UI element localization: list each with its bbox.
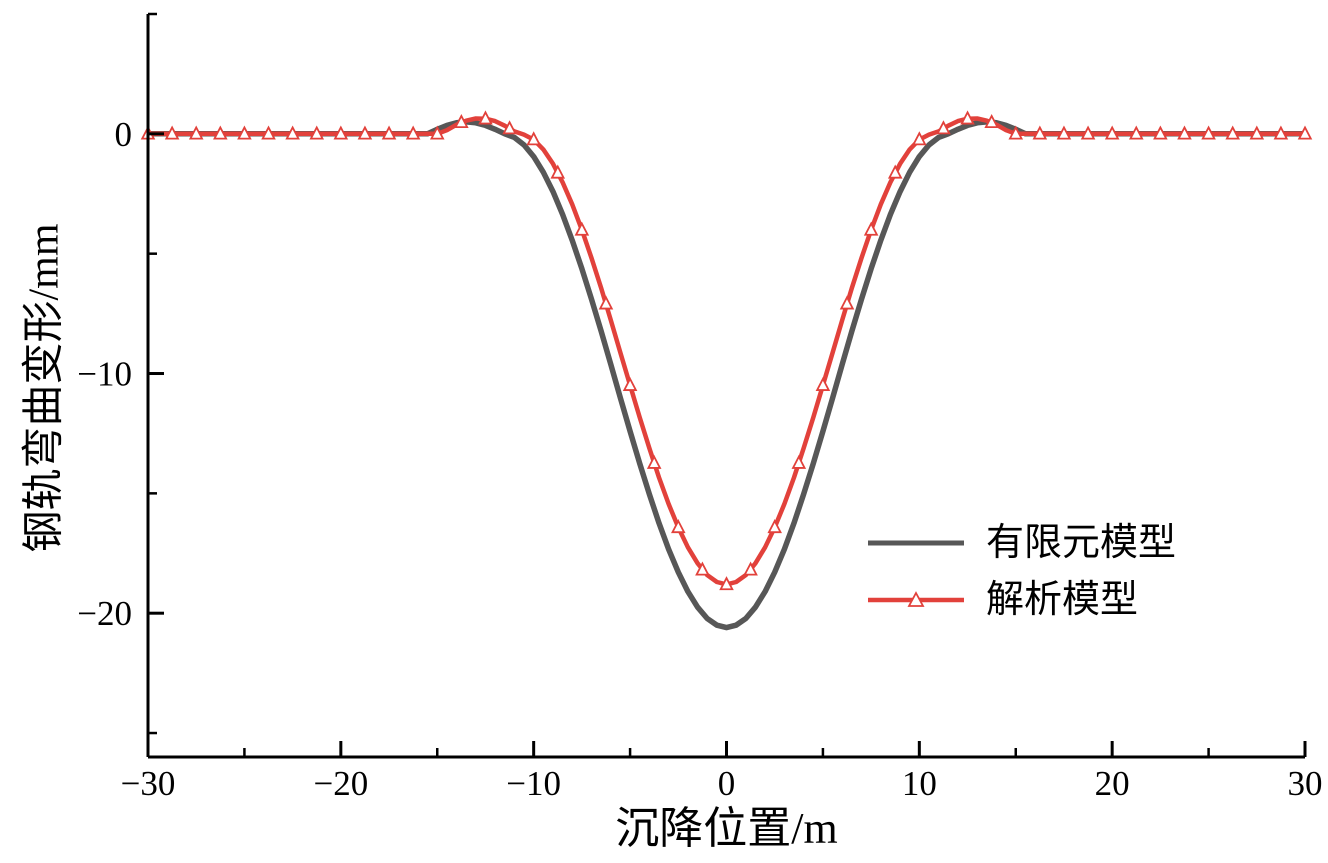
y-tick-label: 0 <box>115 115 133 154</box>
series-marker-triangle <box>1128 125 1144 140</box>
series-marker-triangle <box>1080 125 1096 140</box>
series-marker-triangle <box>285 125 300 140</box>
series-marker-triangle <box>1104 125 1120 140</box>
series-marker-triangle <box>936 120 951 135</box>
x-tick-label: 30 <box>1288 764 1323 803</box>
series-marker-triangle <box>1177 125 1192 140</box>
series-marker-triangle <box>791 454 807 469</box>
series-marker-triangle <box>1249 125 1265 140</box>
series-marker-triangle <box>767 519 782 534</box>
analytical-line-sample <box>868 591 964 607</box>
y-tick-label: −10 <box>77 355 132 394</box>
series-line-1 <box>145 116 1308 587</box>
x-tick-label: 10 <box>902 764 937 803</box>
series-marker-triangle <box>646 454 662 469</box>
legend-item-analytical: 解析模型 <box>866 581 1176 619</box>
series-marker-triangle <box>1056 125 1072 140</box>
series-marker-triangle <box>1032 125 1048 140</box>
series-line-0 <box>145 119 1308 631</box>
series-marker-triangle <box>1225 125 1240 140</box>
series-marker-triangle <box>526 131 541 146</box>
series-marker-triangle <box>695 561 710 576</box>
series-marker-triangle <box>454 113 469 129</box>
series-marker-triangle <box>381 125 397 140</box>
fem-line-sample <box>868 540 964 546</box>
y-tick-label: −20 <box>77 594 132 633</box>
x-tick-label: −10 <box>506 764 561 803</box>
series-marker-triangle <box>237 125 252 140</box>
series-marker-triangle <box>984 113 999 129</box>
series-marker-triangle <box>429 125 445 140</box>
series-marker-triangle <box>863 221 879 236</box>
series-marker-triangle <box>719 576 734 591</box>
legend-item-fem: 有限元模型 <box>866 524 1176 562</box>
series-marker-triangle <box>839 295 855 310</box>
series-marker-triangle <box>622 376 638 391</box>
series-marker-triangle <box>960 110 975 125</box>
series-marker-triangle <box>671 519 686 534</box>
series-marker-triangle <box>1273 125 1289 140</box>
triangle-marker-icon <box>907 591 925 607</box>
series-marker-triangle <box>405 125 421 140</box>
series-marker-triangle <box>357 125 373 140</box>
x-tick-label: 20 <box>1095 764 1130 803</box>
series-marker-triangle <box>743 561 758 576</box>
series-marker-triangle <box>188 125 204 140</box>
series-marker-triangle <box>261 125 276 140</box>
series-marker-triangle <box>213 125 228 140</box>
series-marker-triangle <box>1201 125 1216 140</box>
series-marker-triangle <box>1008 125 1024 140</box>
x-tick-label: −20 <box>313 764 368 803</box>
series-marker-triangle <box>502 120 517 135</box>
legend-label-fem: 有限元模型 <box>986 522 1177 564</box>
series-marker-triangle <box>550 164 566 179</box>
series-marker-triangle <box>598 295 614 310</box>
series-marker-triangle <box>164 125 180 140</box>
series-marker-triangle <box>333 125 349 140</box>
series-marker-triangle <box>912 131 927 146</box>
x-tick-label: 0 <box>718 764 736 803</box>
series-marker-triangle <box>309 125 325 140</box>
legend: 有限元模型 解析模型 <box>866 524 1176 619</box>
series-marker-triangle <box>478 110 493 125</box>
x-axis-title: 沉降位置/m <box>615 804 838 853</box>
x-tick-label: −30 <box>121 764 176 803</box>
y-axis-title: 钢轨弯曲变形/mm <box>21 223 68 553</box>
legend-label-analytical: 解析模型 <box>986 579 1139 621</box>
series-marker-triangle <box>574 221 590 236</box>
series-marker-triangle <box>887 164 903 179</box>
series-marker-triangle <box>1153 125 1168 140</box>
series-marker-triangle <box>1297 125 1313 140</box>
series-marker-triangle <box>815 376 831 391</box>
